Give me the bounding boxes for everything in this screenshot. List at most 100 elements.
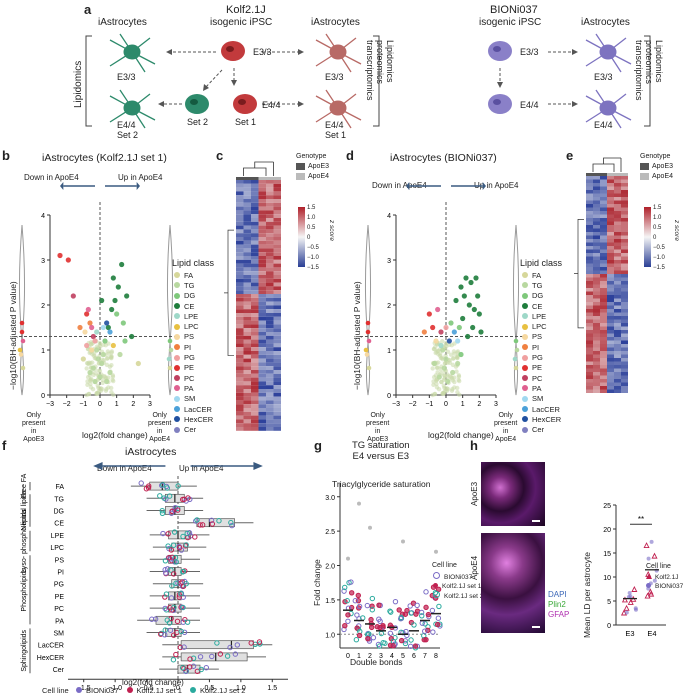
data-point	[392, 598, 399, 605]
data-point	[167, 556, 173, 562]
heatmap-cell	[600, 211, 607, 215]
background-point	[435, 365, 440, 370]
heatmap-cell	[273, 282, 281, 287]
background-point	[111, 378, 116, 384]
heatmap-cell	[593, 312, 600, 316]
heatmap-cell	[236, 252, 244, 256]
heatmap-cell	[600, 218, 607, 222]
heatmap-cell	[258, 237, 266, 241]
group-label: Neutral lipids	[21, 490, 28, 531]
heatmap-cell	[621, 197, 628, 201]
heatmap-cell	[251, 419, 259, 424]
heatmap-cell	[607, 270, 614, 274]
heatmap-cell	[593, 386, 600, 390]
heatmap-cell	[273, 210, 281, 215]
heatmap-cell	[243, 309, 251, 313]
category-label: PE	[55, 594, 65, 601]
data-point	[455, 360, 461, 367]
heatmap-cell	[243, 351, 251, 355]
category-label: PS	[55, 557, 65, 564]
data-point	[441, 365, 447, 371]
heatmap-cell	[586, 326, 593, 330]
y-tick-label: 1.5	[325, 598, 335, 605]
data-point	[407, 643, 414, 650]
lipid-legend-item: PC	[522, 373, 561, 383]
heatmap-cell	[600, 277, 607, 281]
heatmap-cell	[251, 427, 259, 431]
heatmap-cell	[243, 229, 251, 234]
panel-g-xlabel: Double bonds	[350, 657, 403, 667]
heatmap-cell	[607, 225, 614, 229]
heatmap-cell	[593, 225, 600, 229]
background-point	[90, 387, 96, 392]
violin-left	[18, 224, 26, 396]
data-point	[232, 651, 239, 657]
y-tick-label: 2.0	[325, 564, 335, 571]
up-arrowhead	[253, 462, 263, 470]
heatmap-cell	[593, 295, 600, 299]
heatmap-cell	[621, 277, 628, 281]
heatmap-cell	[614, 379, 621, 383]
violin-left	[364, 224, 372, 396]
panel-e-apoe4-label: ApoE4	[652, 173, 674, 180]
heatmap-cell	[273, 218, 281, 222]
heatmap-cell	[266, 423, 274, 427]
data-point	[355, 592, 361, 599]
heatmap-cell	[607, 183, 614, 187]
heatmap-cell	[273, 389, 281, 393]
heatmap-cell	[243, 354, 251, 359]
data-point	[57, 252, 63, 259]
kolf-point	[643, 542, 650, 549]
panel-e-zscore-bar	[644, 207, 651, 267]
only-e4-point	[167, 365, 173, 371]
heatmap-cell	[273, 404, 281, 408]
heatmap-cell	[258, 305, 266, 310]
iastro-right-label: iAstrocytes	[581, 17, 630, 28]
heatmap-cell	[621, 302, 628, 306]
lipid-legend-item: PG	[522, 352, 561, 362]
panel-c-genotype-title: Genotype	[296, 153, 327, 160]
heatmap-cell	[251, 332, 259, 336]
only-e3-point	[18, 352, 24, 357]
data-point	[89, 324, 95, 331]
heatmap-cell	[251, 199, 259, 203]
heatmap-cell	[621, 274, 628, 278]
background-point	[108, 355, 114, 360]
heatmap-cell	[600, 368, 607, 372]
heatmap-cell	[600, 260, 607, 264]
heatmap-cell	[593, 337, 600, 341]
panel-label-a: a	[84, 2, 92, 17]
heatmap-cell	[266, 366, 274, 370]
data-point	[90, 365, 96, 371]
lipid-legend-item: LPE	[174, 311, 213, 321]
heatmap-cell	[621, 288, 628, 292]
data-point	[475, 293, 481, 299]
heatmap-cell	[243, 218, 251, 222]
heatmap-cell	[600, 372, 607, 376]
heatmap-cell	[266, 278, 274, 283]
a-set1-3: Set 1	[325, 130, 347, 140]
heatmap-cell	[614, 351, 621, 355]
x-tick-label: 5	[401, 653, 405, 660]
heatmap-cell	[586, 323, 593, 327]
only-e4-point	[514, 347, 520, 353]
heatmap-cell	[586, 305, 593, 309]
data-point	[164, 485, 170, 491]
heatmap-cell	[251, 183, 259, 188]
heatmap-cell	[621, 284, 628, 288]
background-point	[451, 349, 457, 354]
heatmap-cell	[593, 277, 600, 281]
data-point	[119, 261, 125, 268]
data-point	[92, 338, 98, 344]
zscore-tick: 1.0	[653, 215, 662, 221]
significance-label: **	[638, 515, 644, 524]
background-point	[443, 342, 449, 347]
heatmap-cell	[258, 313, 266, 317]
heatmap-cell	[258, 389, 266, 393]
category-label: SM	[54, 631, 65, 638]
data-point	[257, 641, 263, 647]
only-e4-point	[167, 338, 173, 344]
heatmap-cell	[614, 312, 621, 316]
heatmap-cell	[273, 183, 281, 188]
heatmap-cell	[621, 267, 628, 271]
